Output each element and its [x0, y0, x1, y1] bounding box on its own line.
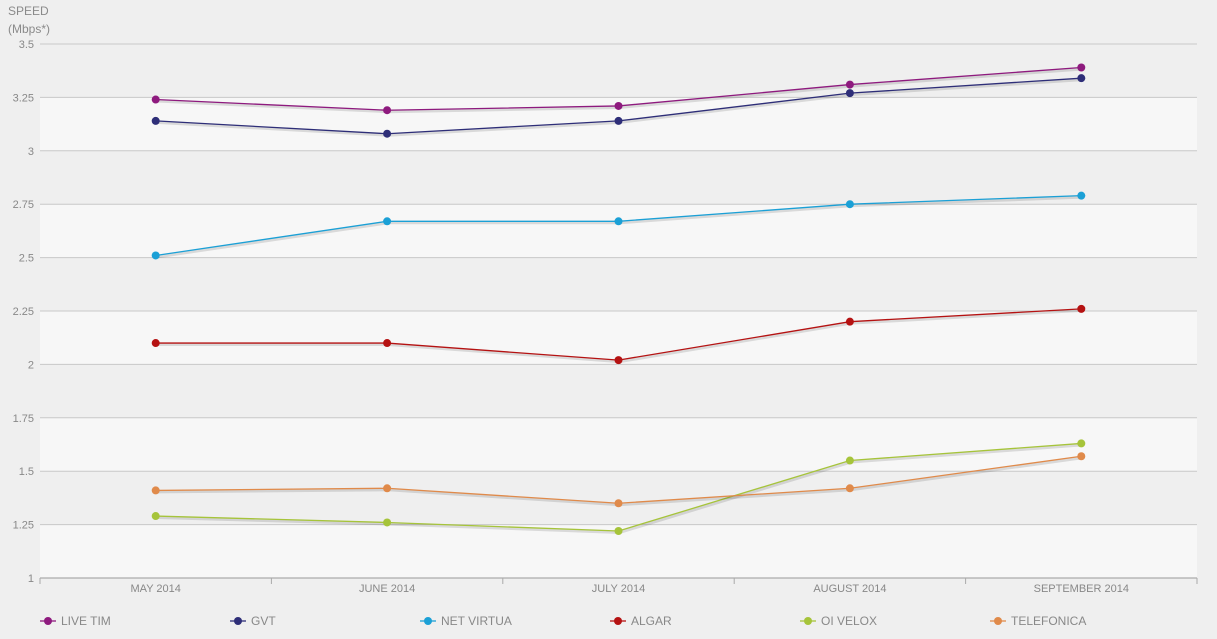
plot-bands: [40, 44, 1197, 578]
plot-band: [40, 44, 1197, 98]
data-point-telefonica[interactable]: [845, 484, 854, 493]
data-point-live-tim[interactable]: [151, 95, 160, 104]
grid-lines: [40, 43, 1197, 579]
data-point-net-virtua[interactable]: [845, 200, 854, 209]
y-tick-label: 2.5: [19, 253, 34, 265]
series-points: [151, 63, 1086, 536]
legend-marker-gvt: [234, 617, 242, 625]
data-point-live-tim[interactable]: [383, 106, 392, 115]
x-tick-label: AUGUST 2014: [813, 583, 886, 595]
legend-item-live-tim[interactable]: LIVE TIM: [40, 614, 111, 628]
y-axis-label-line-1: SPEED: [8, 4, 49, 18]
legend-item-net-virtua[interactable]: NET VIRTUA: [420, 614, 512, 628]
data-point-gvt[interactable]: [845, 89, 854, 98]
data-point-gvt[interactable]: [1077, 74, 1086, 83]
y-axis-ticks: 1 1.25 1.5 1.75 2 2.25 2.5 2.75 3 3.25 3.5: [13, 39, 34, 585]
data-point-algar[interactable]: [151, 339, 160, 348]
legend-marker-telefonica: [994, 617, 1002, 625]
data-point-oi-velox[interactable]: [1077, 439, 1086, 448]
legend-item-oi-velox[interactable]: OI VELOX: [800, 614, 877, 628]
data-point-live-tim[interactable]: [1077, 63, 1086, 72]
y-tick-label: 3.25: [13, 92, 34, 104]
x-tick-label: JUNE 2014: [359, 583, 415, 595]
legend-label-oi-velox: OI VELOX: [821, 614, 877, 628]
plot-band: [40, 150, 1197, 205]
data-point-algar[interactable]: [845, 317, 854, 326]
y-tick-label: 1.25: [13, 520, 34, 532]
legend-marker-live-tim: [44, 617, 52, 625]
data-point-telefonica[interactable]: [151, 486, 160, 495]
data-point-live-tim[interactable]: [845, 80, 854, 89]
plot-band: [40, 471, 1197, 525]
y-tick-label: 1: [28, 573, 34, 585]
x-tick-label: SEPTEMBER 2014: [1034, 583, 1129, 595]
plot-band: [40, 257, 1197, 311]
legend-label-net-virtua: NET VIRTUA: [441, 614, 512, 628]
y-axis-label-line-2: (Mbps*): [8, 22, 50, 36]
data-point-live-tim[interactable]: [614, 101, 623, 110]
data-point-oi-velox[interactable]: [383, 518, 392, 527]
data-point-algar[interactable]: [614, 356, 623, 365]
data-point-net-virtua[interactable]: [151, 251, 160, 260]
data-point-gvt[interactable]: [383, 129, 392, 138]
x-tick-label: JULY 2014: [592, 583, 645, 595]
legend-marker-algar: [614, 617, 622, 625]
data-point-telefonica[interactable]: [383, 484, 392, 493]
y-tick-label: 3.5: [19, 39, 34, 51]
legend-item-gvt[interactable]: GVT: [230, 614, 276, 628]
data-point-oi-velox[interactable]: [614, 527, 623, 536]
plot-band: [40, 311, 1197, 365]
y-tick-label: 3: [28, 146, 34, 158]
data-point-gvt[interactable]: [151, 116, 160, 125]
data-point-net-virtua[interactable]: [614, 217, 623, 226]
data-point-oi-velox[interactable]: [845, 456, 854, 465]
data-point-telefonica[interactable]: [614, 499, 623, 508]
legend-marker-oi-velox: [804, 617, 812, 625]
y-tick-label: 2.25: [13, 306, 34, 318]
y-tick-label: 1.75: [13, 413, 34, 425]
data-point-gvt[interactable]: [614, 116, 623, 125]
data-point-telefonica[interactable]: [1077, 452, 1086, 461]
legend-marker-net-virtua: [424, 617, 432, 625]
data-point-algar[interactable]: [383, 339, 392, 348]
plot-band: [40, 364, 1197, 418]
x-tick-label: MAY 2014: [131, 583, 181, 595]
x-axis: MAY 2014 JUNE 2014 JULY 2014 AUGUST 2014 SEP…: [39, 578, 1198, 595]
data-point-algar[interactable]: [1077, 304, 1086, 313]
legend-item-algar[interactable]: ALGAR: [610, 614, 672, 628]
legend-label-gvt: GVT: [251, 614, 276, 628]
plot-band: [40, 204, 1197, 258]
legend-label-live-tim: LIVE TIM: [61, 614, 111, 628]
y-tick-label: 1.5: [19, 466, 34, 478]
data-point-oi-velox[interactable]: [151, 512, 160, 521]
plot-band: [40, 417, 1197, 472]
data-point-net-virtua[interactable]: [1077, 191, 1086, 200]
legend-item-telefonica[interactable]: TELEFONICA: [990, 614, 1086, 628]
legend-label-telefonica: TELEFONICA: [1011, 614, 1086, 628]
y-tick-label: 2: [28, 359, 34, 371]
data-point-net-virtua[interactable]: [383, 217, 392, 226]
legend: LIVE TIM GVT NET VIRTUA ALGAR OI VELOX TELEFO…: [40, 614, 1086, 628]
y-tick-label: 2.75: [13, 199, 34, 211]
legend-label-algar: ALGAR: [631, 614, 672, 628]
